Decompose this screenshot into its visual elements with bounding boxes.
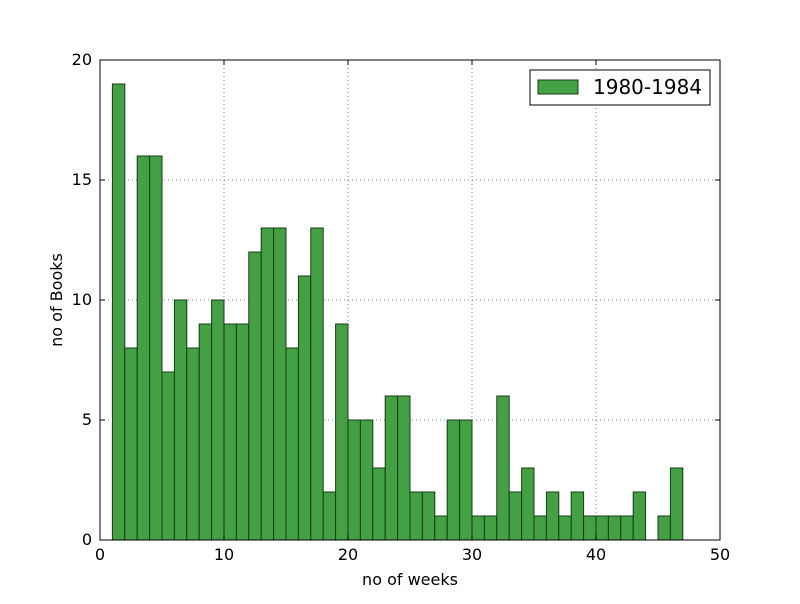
histogram-bar bbox=[211, 299, 225, 541]
histogram-bar bbox=[496, 395, 510, 541]
histogram-bar bbox=[347, 419, 361, 541]
histogram-bar bbox=[483, 515, 498, 541]
histogram-bar bbox=[397, 395, 411, 541]
histogram-bar bbox=[521, 467, 535, 541]
legend-label: 1980-1984 bbox=[593, 75, 702, 99]
histogram-bar bbox=[533, 515, 547, 541]
x-tick-label: 30 bbox=[462, 545, 482, 564]
histogram-bar bbox=[558, 515, 572, 541]
histogram-bar bbox=[149, 155, 163, 541]
histogram-bar bbox=[471, 515, 485, 541]
histogram-bar bbox=[310, 227, 324, 541]
histogram-bar bbox=[446, 419, 461, 541]
histogram-bar bbox=[124, 347, 138, 541]
histogram-bar bbox=[235, 323, 250, 541]
histogram-bar bbox=[595, 515, 609, 541]
histogram-bar bbox=[248, 251, 262, 541]
histogram-bar bbox=[111, 83, 126, 541]
axis-ticks: 0 10 20 30 40 50 0 5 10 15 20 bbox=[72, 50, 731, 564]
x-tick-label: 0 bbox=[95, 545, 105, 564]
histogram-bar bbox=[607, 515, 622, 541]
y-tick-label: 0 bbox=[82, 530, 92, 549]
histogram-bar bbox=[657, 515, 671, 541]
histogram-bar bbox=[173, 299, 188, 541]
x-tick-label: 20 bbox=[338, 545, 358, 564]
legend: 1980-1984 bbox=[529, 69, 711, 106]
histogram-bar bbox=[570, 491, 585, 541]
y-tick-label: 20 bbox=[72, 50, 92, 69]
histogram-bar bbox=[545, 491, 560, 541]
legend-swatch bbox=[537, 79, 579, 95]
histogram-bar bbox=[669, 467, 684, 541]
histogram-bar bbox=[260, 227, 275, 541]
histogram-bar bbox=[161, 371, 175, 541]
histogram-bar bbox=[136, 155, 151, 541]
histogram-bar bbox=[421, 491, 436, 541]
histogram-bar bbox=[297, 275, 312, 541]
bars bbox=[111, 83, 684, 541]
y-axis-label: no of Books bbox=[47, 253, 66, 347]
x-axis-label: no of weeks bbox=[362, 570, 458, 589]
y-tick-label: 15 bbox=[72, 170, 92, 189]
x-tick-label: 50 bbox=[710, 545, 730, 564]
y-tick-label: 5 bbox=[82, 410, 92, 429]
y-tick-label: 10 bbox=[72, 290, 92, 309]
histogram-bar bbox=[335, 323, 349, 541]
histogram-bar bbox=[273, 227, 287, 541]
histogram-bar bbox=[223, 323, 237, 541]
histogram-bar bbox=[384, 395, 399, 541]
x-tick-label: 40 bbox=[586, 545, 606, 564]
histogram-bar bbox=[409, 491, 423, 541]
histogram-bar bbox=[508, 491, 523, 541]
histogram-bar bbox=[459, 419, 473, 541]
x-tick-label: 10 bbox=[214, 545, 234, 564]
histogram-bar bbox=[285, 347, 299, 541]
histogram-bar bbox=[186, 347, 200, 541]
histogram-bar bbox=[620, 515, 634, 541]
histogram-bar bbox=[434, 515, 448, 541]
histogram-bar bbox=[372, 467, 386, 541]
histogram-bar bbox=[359, 419, 374, 541]
histogram-bar bbox=[198, 323, 213, 541]
histogram-bar bbox=[632, 491, 647, 541]
histogram-bar bbox=[322, 491, 337, 541]
histogram-bar bbox=[583, 515, 597, 541]
